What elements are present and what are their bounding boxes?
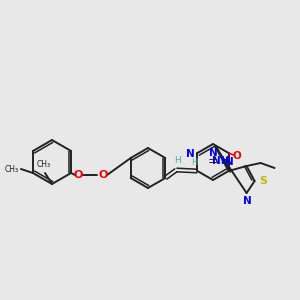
Text: CH₃: CH₃ bbox=[37, 160, 51, 169]
Text: CH₃: CH₃ bbox=[5, 164, 19, 173]
Text: NH: NH bbox=[212, 157, 230, 166]
Text: N: N bbox=[243, 196, 252, 206]
Text: O: O bbox=[232, 151, 241, 161]
Text: S: S bbox=[260, 176, 268, 186]
Text: N: N bbox=[225, 157, 234, 167]
Text: O: O bbox=[74, 170, 83, 180]
Text: O: O bbox=[98, 170, 108, 180]
Text: H: H bbox=[191, 158, 198, 167]
Text: H: H bbox=[174, 156, 181, 165]
Text: =: = bbox=[208, 155, 218, 168]
Text: N: N bbox=[186, 149, 194, 159]
Text: N: N bbox=[208, 148, 217, 158]
